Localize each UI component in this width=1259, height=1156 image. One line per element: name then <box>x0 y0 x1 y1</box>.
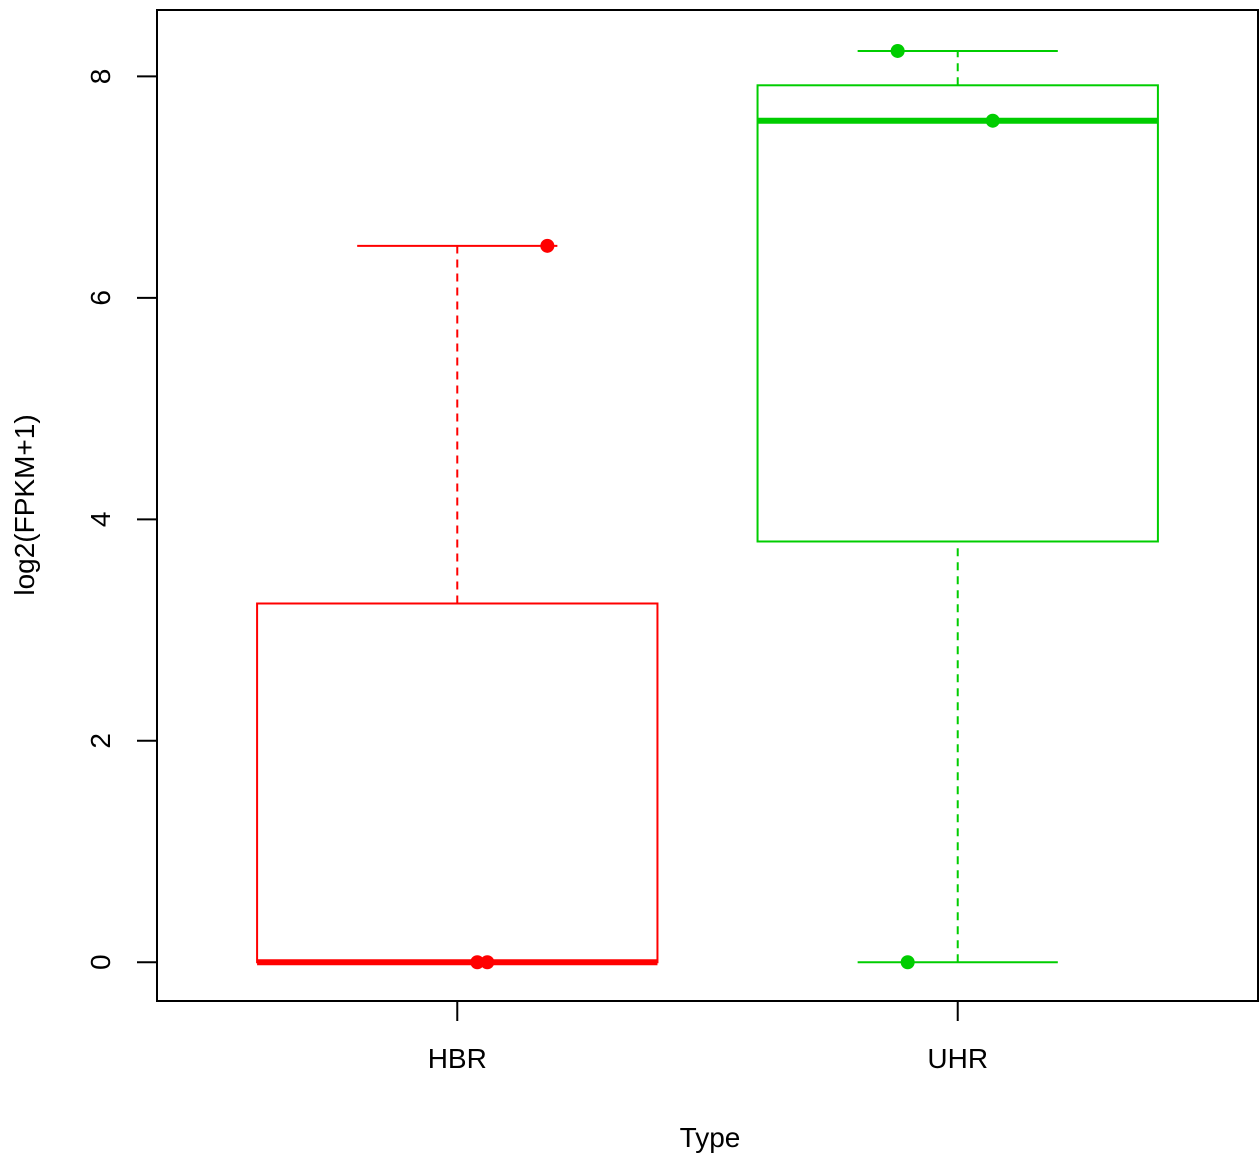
boxes <box>256 43 1159 970</box>
y-tick-label: 0 <box>85 954 116 970</box>
y-tick-label: 6 <box>85 290 116 306</box>
data-point <box>470 955 485 970</box>
y-tick-label: 2 <box>85 733 116 749</box>
x-tick-label: HBR <box>428 1043 487 1074</box>
iqr-box <box>256 602 659 964</box>
y-axis-title: log2(FPKM+1) <box>9 414 40 595</box>
box-hbr <box>256 238 659 970</box>
plot-frame <box>156 9 1259 1002</box>
x-tick-label: UHR <box>927 1043 988 1074</box>
x-axis: HBR UHR <box>428 1001 988 1074</box>
data-point <box>900 955 915 970</box>
y-tick-label: 4 <box>85 512 116 528</box>
data-point <box>540 238 555 253</box>
data-point <box>890 43 905 58</box>
data-point <box>480 955 495 970</box>
y-axis: 0 2 4 6 8 <box>85 69 158 970</box>
x-axis-title: Type <box>680 1122 741 1153</box>
box-uhr <box>756 43 1159 970</box>
y-tick-label: 8 <box>85 69 116 85</box>
iqr-box <box>756 84 1159 543</box>
data-point <box>985 113 1000 128</box>
